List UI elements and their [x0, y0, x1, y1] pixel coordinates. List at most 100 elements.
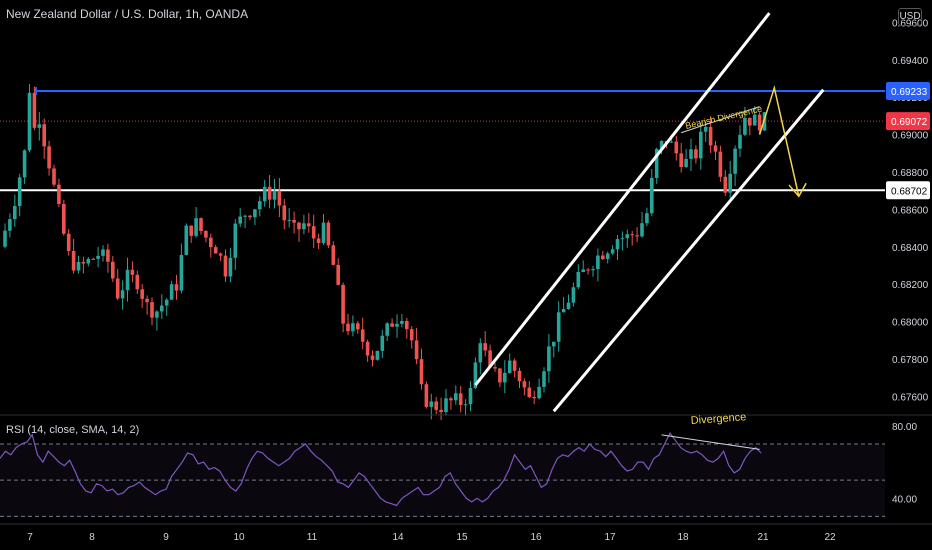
- candle-body: [458, 393, 463, 405]
- rsi-title: RSI (14, close, SMA, 14, 2): [6, 424, 140, 436]
- candle-body: [27, 92, 32, 151]
- candle-body: [164, 299, 169, 306]
- candle-body: [699, 131, 703, 159]
- candle-body: [395, 323, 399, 327]
- candle-body: [738, 134, 742, 149]
- candle-body: [351, 323, 355, 332]
- candle-body: [708, 126, 713, 146]
- candle-body: [96, 255, 100, 259]
- candle-body: [757, 114, 762, 131]
- candle-body: [444, 398, 448, 413]
- candle-body: [542, 371, 546, 387]
- candle-body: [728, 173, 732, 193]
- x-tick-label: 16: [530, 532, 542, 543]
- candle-body: [449, 398, 453, 401]
- candle-body: [713, 145, 718, 152]
- candle-body: [101, 249, 105, 256]
- y-tick-label: 0.68200: [892, 280, 929, 291]
- candle-body: [360, 329, 365, 342]
- candle-body: [463, 404, 468, 406]
- candle-body: [272, 190, 277, 200]
- candle-body: [635, 235, 639, 237]
- candle-body: [13, 206, 17, 220]
- chart-title: New Zealand Dollar / U.S. Dollar, 1h, OA…: [6, 7, 249, 21]
- candle-body: [326, 222, 331, 246]
- x-tick-label: 15: [456, 532, 468, 543]
- candle-body: [483, 343, 487, 351]
- x-tick-label: 9: [163, 532, 169, 543]
- candle-body: [625, 234, 630, 239]
- candle-body: [424, 384, 429, 407]
- candle-body: [522, 381, 527, 388]
- candle-body: [591, 269, 595, 271]
- candle-body: [66, 233, 71, 252]
- candle-body: [532, 397, 536, 399]
- price-tag-label: 0.69233: [891, 87, 928, 98]
- candle-body: [650, 177, 654, 214]
- x-tick-label: 8: [89, 532, 95, 543]
- candle-body: [302, 223, 306, 230]
- candle-body: [346, 323, 350, 332]
- candle-body: [160, 305, 164, 312]
- candle-body: [213, 247, 218, 254]
- candle-body: [199, 218, 203, 231]
- candle-body: [434, 401, 438, 410]
- candle-body: [277, 190, 282, 206]
- candle-body: [601, 255, 605, 260]
- candle-body: [341, 284, 345, 324]
- candle-body: [209, 237, 213, 248]
- price-tag-label: 0.69072: [891, 117, 928, 128]
- candle-body: [493, 367, 497, 369]
- candle-body: [743, 117, 747, 135]
- rsi-tick-label: 80.00: [892, 422, 917, 433]
- candle-body: [654, 149, 659, 178]
- candle-body: [498, 368, 502, 383]
- candle-body: [537, 386, 541, 399]
- rsi-pane: Divergence 80.00 40.00: [0, 411, 932, 517]
- target-arrow-head: [788, 182, 807, 198]
- candle-body: [8, 219, 12, 231]
- candle-body: [409, 329, 414, 341]
- candle-body: [689, 149, 693, 159]
- candle-body: [684, 158, 688, 167]
- candle-body: [674, 141, 679, 154]
- candle-body: [581, 269, 585, 273]
- candle-body: [610, 249, 615, 254]
- candle-body: [184, 225, 189, 255]
- candle-body: [71, 251, 76, 271]
- candle-body: [336, 264, 340, 285]
- candle-body: [468, 388, 473, 405]
- candle-body: [243, 215, 247, 217]
- candle-body: [106, 249, 110, 262]
- price-tag: [886, 82, 930, 101]
- candle-body: [91, 258, 95, 260]
- candle-body: [287, 219, 291, 221]
- currency-button[interactable]: USD: [898, 8, 922, 26]
- price-axis: 0.696000.694000.692000.690000.688000.686…: [886, 18, 930, 403]
- price-tag-label: 0.68702: [891, 186, 928, 197]
- candle-body: [17, 177, 22, 207]
- candle-body: [748, 117, 752, 126]
- x-tick-label: 21: [757, 532, 769, 543]
- candle-body: [282, 205, 287, 221]
- y-tick-label: 0.68000: [892, 318, 929, 329]
- candle-body: [405, 320, 409, 330]
- x-tick-label: 17: [604, 532, 616, 543]
- candle-body: [527, 387, 532, 398]
- price-tag: [886, 112, 930, 131]
- candle-body: [42, 124, 46, 147]
- y-tick-label: 0.68600: [892, 205, 929, 216]
- candle-body: [204, 230, 208, 238]
- candle-body: [694, 149, 698, 159]
- candle-body: [321, 222, 326, 243]
- candle-body: [111, 261, 115, 279]
- candle-body: [76, 262, 81, 271]
- candle-body: [659, 141, 664, 150]
- candle-body: [258, 201, 262, 210]
- y-tick-label: 0.67800: [892, 355, 929, 366]
- candle-body: [145, 298, 149, 303]
- candle-body: [414, 340, 419, 360]
- candle-body: [630, 234, 634, 236]
- candle-body: [115, 278, 120, 299]
